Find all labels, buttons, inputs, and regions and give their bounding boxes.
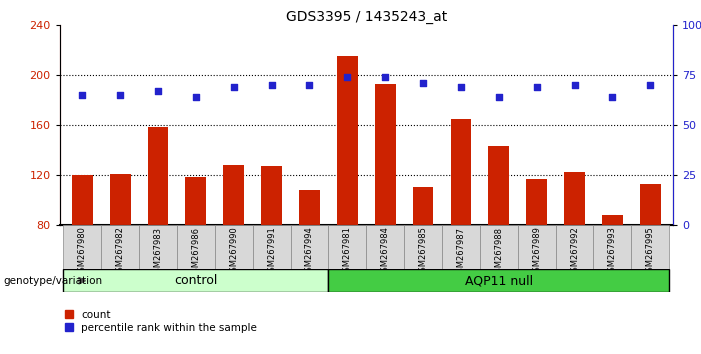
Point	[114, 92, 125, 98]
Text: GSM267986: GSM267986	[191, 227, 200, 278]
Bar	[518, 225, 556, 269]
Point	[456, 84, 467, 90]
Text: GSM267995: GSM267995	[646, 227, 655, 277]
Text: GSM267991: GSM267991	[267, 227, 276, 277]
Bar	[526, 178, 547, 225]
Title: GDS3395 / 1435243_at: GDS3395 / 1435243_at	[285, 10, 447, 24]
Text: GSM267981: GSM267981	[343, 227, 352, 278]
Bar	[215, 225, 252, 269]
Text: GSM267988: GSM267988	[494, 227, 503, 278]
Bar	[186, 177, 206, 225]
Text: GSM267990: GSM267990	[229, 227, 238, 277]
Bar	[290, 225, 328, 269]
Point	[304, 82, 315, 88]
Bar	[252, 225, 290, 269]
Bar	[177, 225, 215, 269]
Text: GSM267982: GSM267982	[116, 227, 125, 278]
Point	[228, 84, 239, 90]
Text: control: control	[175, 274, 217, 287]
Text: genotype/variation: genotype/variation	[4, 276, 102, 286]
Legend: count, percentile rank within the sample: count, percentile rank within the sample	[64, 310, 257, 333]
Bar	[413, 187, 433, 225]
Bar	[564, 172, 585, 225]
Bar	[442, 225, 480, 269]
Bar	[366, 225, 404, 269]
Point	[341, 74, 353, 80]
Text: GSM267983: GSM267983	[154, 227, 163, 278]
Bar	[640, 183, 660, 225]
Bar	[594, 225, 632, 269]
Bar	[139, 225, 177, 269]
Text: GSM267980: GSM267980	[78, 227, 87, 278]
Point	[645, 82, 656, 88]
Point	[494, 94, 505, 99]
Text: GSM267987: GSM267987	[456, 227, 465, 278]
Bar	[63, 269, 328, 292]
Bar	[101, 225, 139, 269]
Bar	[337, 56, 358, 225]
Bar	[224, 165, 244, 225]
Bar	[602, 215, 622, 225]
Bar	[328, 269, 669, 292]
Bar	[110, 173, 130, 225]
Point	[607, 94, 618, 99]
Bar	[148, 127, 168, 225]
Bar	[404, 225, 442, 269]
Point	[531, 84, 543, 90]
Bar	[632, 225, 669, 269]
Text: GSM267994: GSM267994	[305, 227, 314, 277]
Bar	[489, 146, 509, 225]
Bar	[299, 190, 320, 225]
Bar	[480, 225, 518, 269]
Text: GSM267984: GSM267984	[381, 227, 390, 278]
Text: GSM267993: GSM267993	[608, 227, 617, 278]
Bar	[261, 166, 282, 225]
Text: GSM267992: GSM267992	[570, 227, 579, 277]
Bar	[556, 225, 594, 269]
Point	[418, 80, 429, 86]
Bar	[451, 119, 471, 225]
Bar	[328, 225, 366, 269]
Point	[569, 82, 580, 88]
Point	[76, 92, 88, 98]
Point	[190, 94, 201, 99]
Bar	[72, 175, 93, 225]
Bar	[375, 84, 395, 225]
Text: GSM267985: GSM267985	[418, 227, 428, 278]
Point	[380, 74, 391, 80]
Text: GSM267989: GSM267989	[532, 227, 541, 278]
Bar	[63, 225, 101, 269]
Text: AQP11 null: AQP11 null	[465, 274, 533, 287]
Point	[152, 88, 163, 93]
Point	[266, 82, 277, 88]
